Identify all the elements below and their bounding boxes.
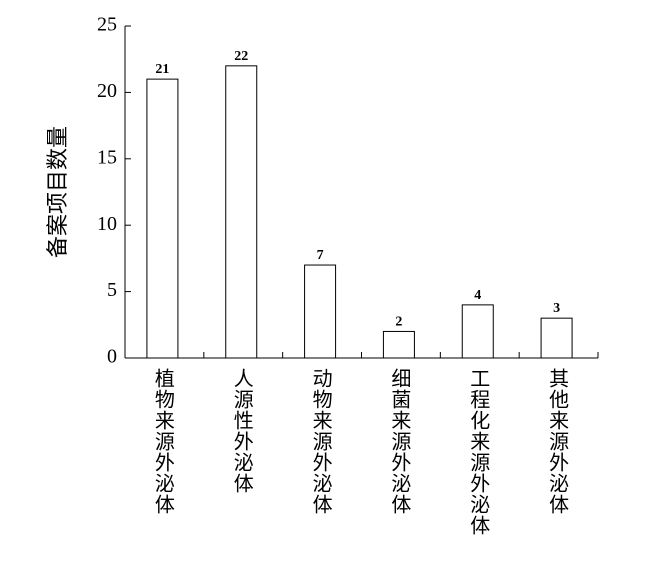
data-label: 21 (155, 62, 169, 77)
data-label: 22 (234, 49, 248, 64)
bar (461, 304, 494, 359)
x-tick-label: 工程化来源外泌体 (467, 368, 490, 536)
y-tick-label: 25 (97, 14, 117, 36)
x-tick-label: 植物来源外泌体 (151, 368, 174, 515)
y-tick-label: 0 (107, 346, 117, 368)
y-tick-label: 5 (107, 279, 117, 301)
y-tick-label: 15 (97, 146, 117, 168)
bar (225, 65, 258, 359)
data-label: 3 (553, 301, 560, 316)
y-tick-label: 10 (97, 213, 117, 235)
bar (146, 78, 179, 359)
bar (304, 264, 337, 359)
x-tick-label: 细菌来源外泌体 (388, 368, 411, 515)
data-label: 4 (474, 288, 481, 303)
x-tick-label: 其他来源外泌体 (546, 368, 569, 515)
data-label: 7 (317, 248, 324, 263)
x-tick-label: 动物来源外泌体 (309, 368, 332, 515)
y-axis-label: 备案项目数量 (45, 126, 70, 258)
bar (540, 317, 573, 359)
x-tick-label: 人源性外泌体 (230, 368, 253, 494)
y-tick-label: 20 (97, 80, 117, 102)
bar (382, 330, 415, 359)
data-label: 2 (395, 314, 402, 329)
